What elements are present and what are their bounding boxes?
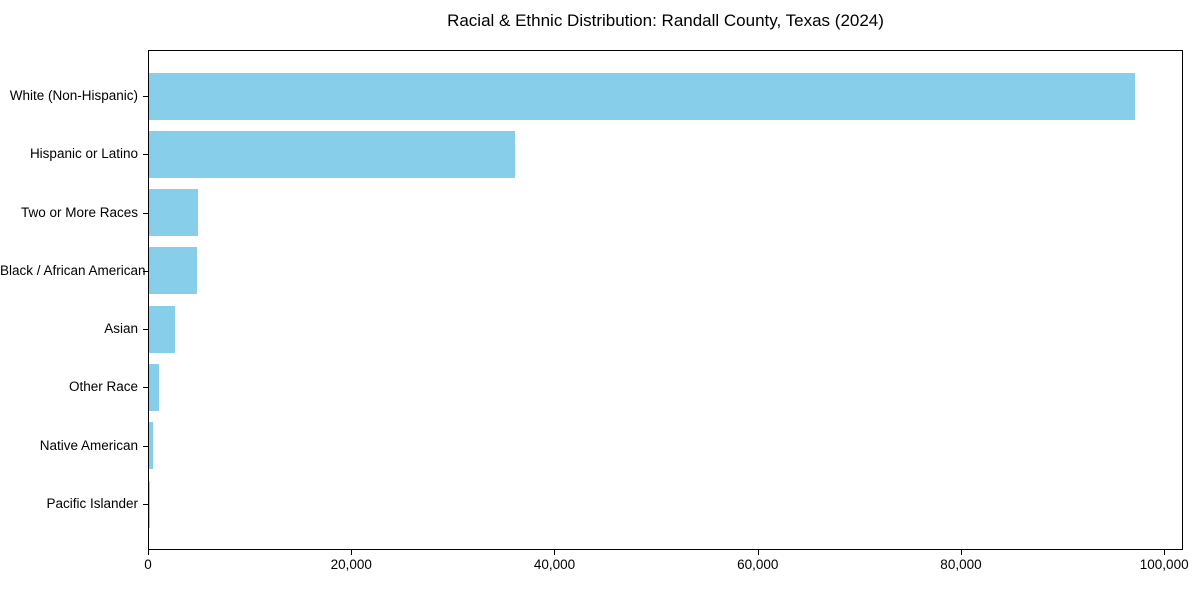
- bar-other-race: [149, 363, 160, 411]
- bar-black-african-american: [149, 247, 197, 295]
- bar-pacific-islander: [149, 480, 150, 528]
- y-tick-label: Hispanic or Latino: [29, 146, 138, 162]
- y-tick-mark: [143, 154, 148, 156]
- y-tick-mark: [143, 270, 148, 272]
- x-tick-label: 60,000: [737, 557, 779, 572]
- x-tick-label: 80,000: [940, 557, 982, 572]
- x-tick-label: 40,000: [533, 557, 576, 572]
- bar-hispanic-or-latino: [149, 130, 515, 178]
- bar-white-non-hispanic: [149, 72, 1135, 120]
- x-tick-mark: [1164, 550, 1166, 555]
- y-tick-mark: [143, 445, 148, 447]
- plot-area: [148, 50, 1183, 550]
- y-tick-label: Asian: [104, 321, 138, 337]
- bar-asian: [149, 305, 175, 353]
- y-tick-mark: [143, 329, 148, 331]
- y-tick-mark: [143, 504, 148, 505]
- y-tick-mark: [143, 96, 148, 97]
- y-tick-mark: [143, 212, 148, 214]
- y-tick-label: Pacific Islander: [46, 496, 138, 511]
- x-tick-mark: [351, 550, 353, 555]
- y-tick-label: White (Non-Hispanic): [9, 88, 138, 103]
- x-tick-label: 20,000: [330, 557, 372, 572]
- y-tick-label: Two or More Races: [20, 204, 138, 220]
- y-tick-label: Native American: [39, 437, 138, 453]
- y-tick-mark: [143, 387, 148, 389]
- x-tick-mark: [554, 550, 556, 555]
- bar-native-american: [149, 422, 153, 470]
- x-tick-mark: [757, 550, 759, 555]
- x-tick-mark: [148, 550, 149, 555]
- chart-title: Racial & Ethnic Distribution: Randall Co…: [447, 11, 884, 30]
- bar-two-or-more-races: [149, 189, 199, 237]
- x-tick-label: 0: [144, 557, 152, 572]
- y-tick-label: Other Race: [68, 379, 138, 395]
- x-tick-mark: [960, 550, 962, 555]
- y-tick-label: Black / African American: [0, 262, 146, 278]
- x-tick-label: 100,000: [1139, 557, 1189, 572]
